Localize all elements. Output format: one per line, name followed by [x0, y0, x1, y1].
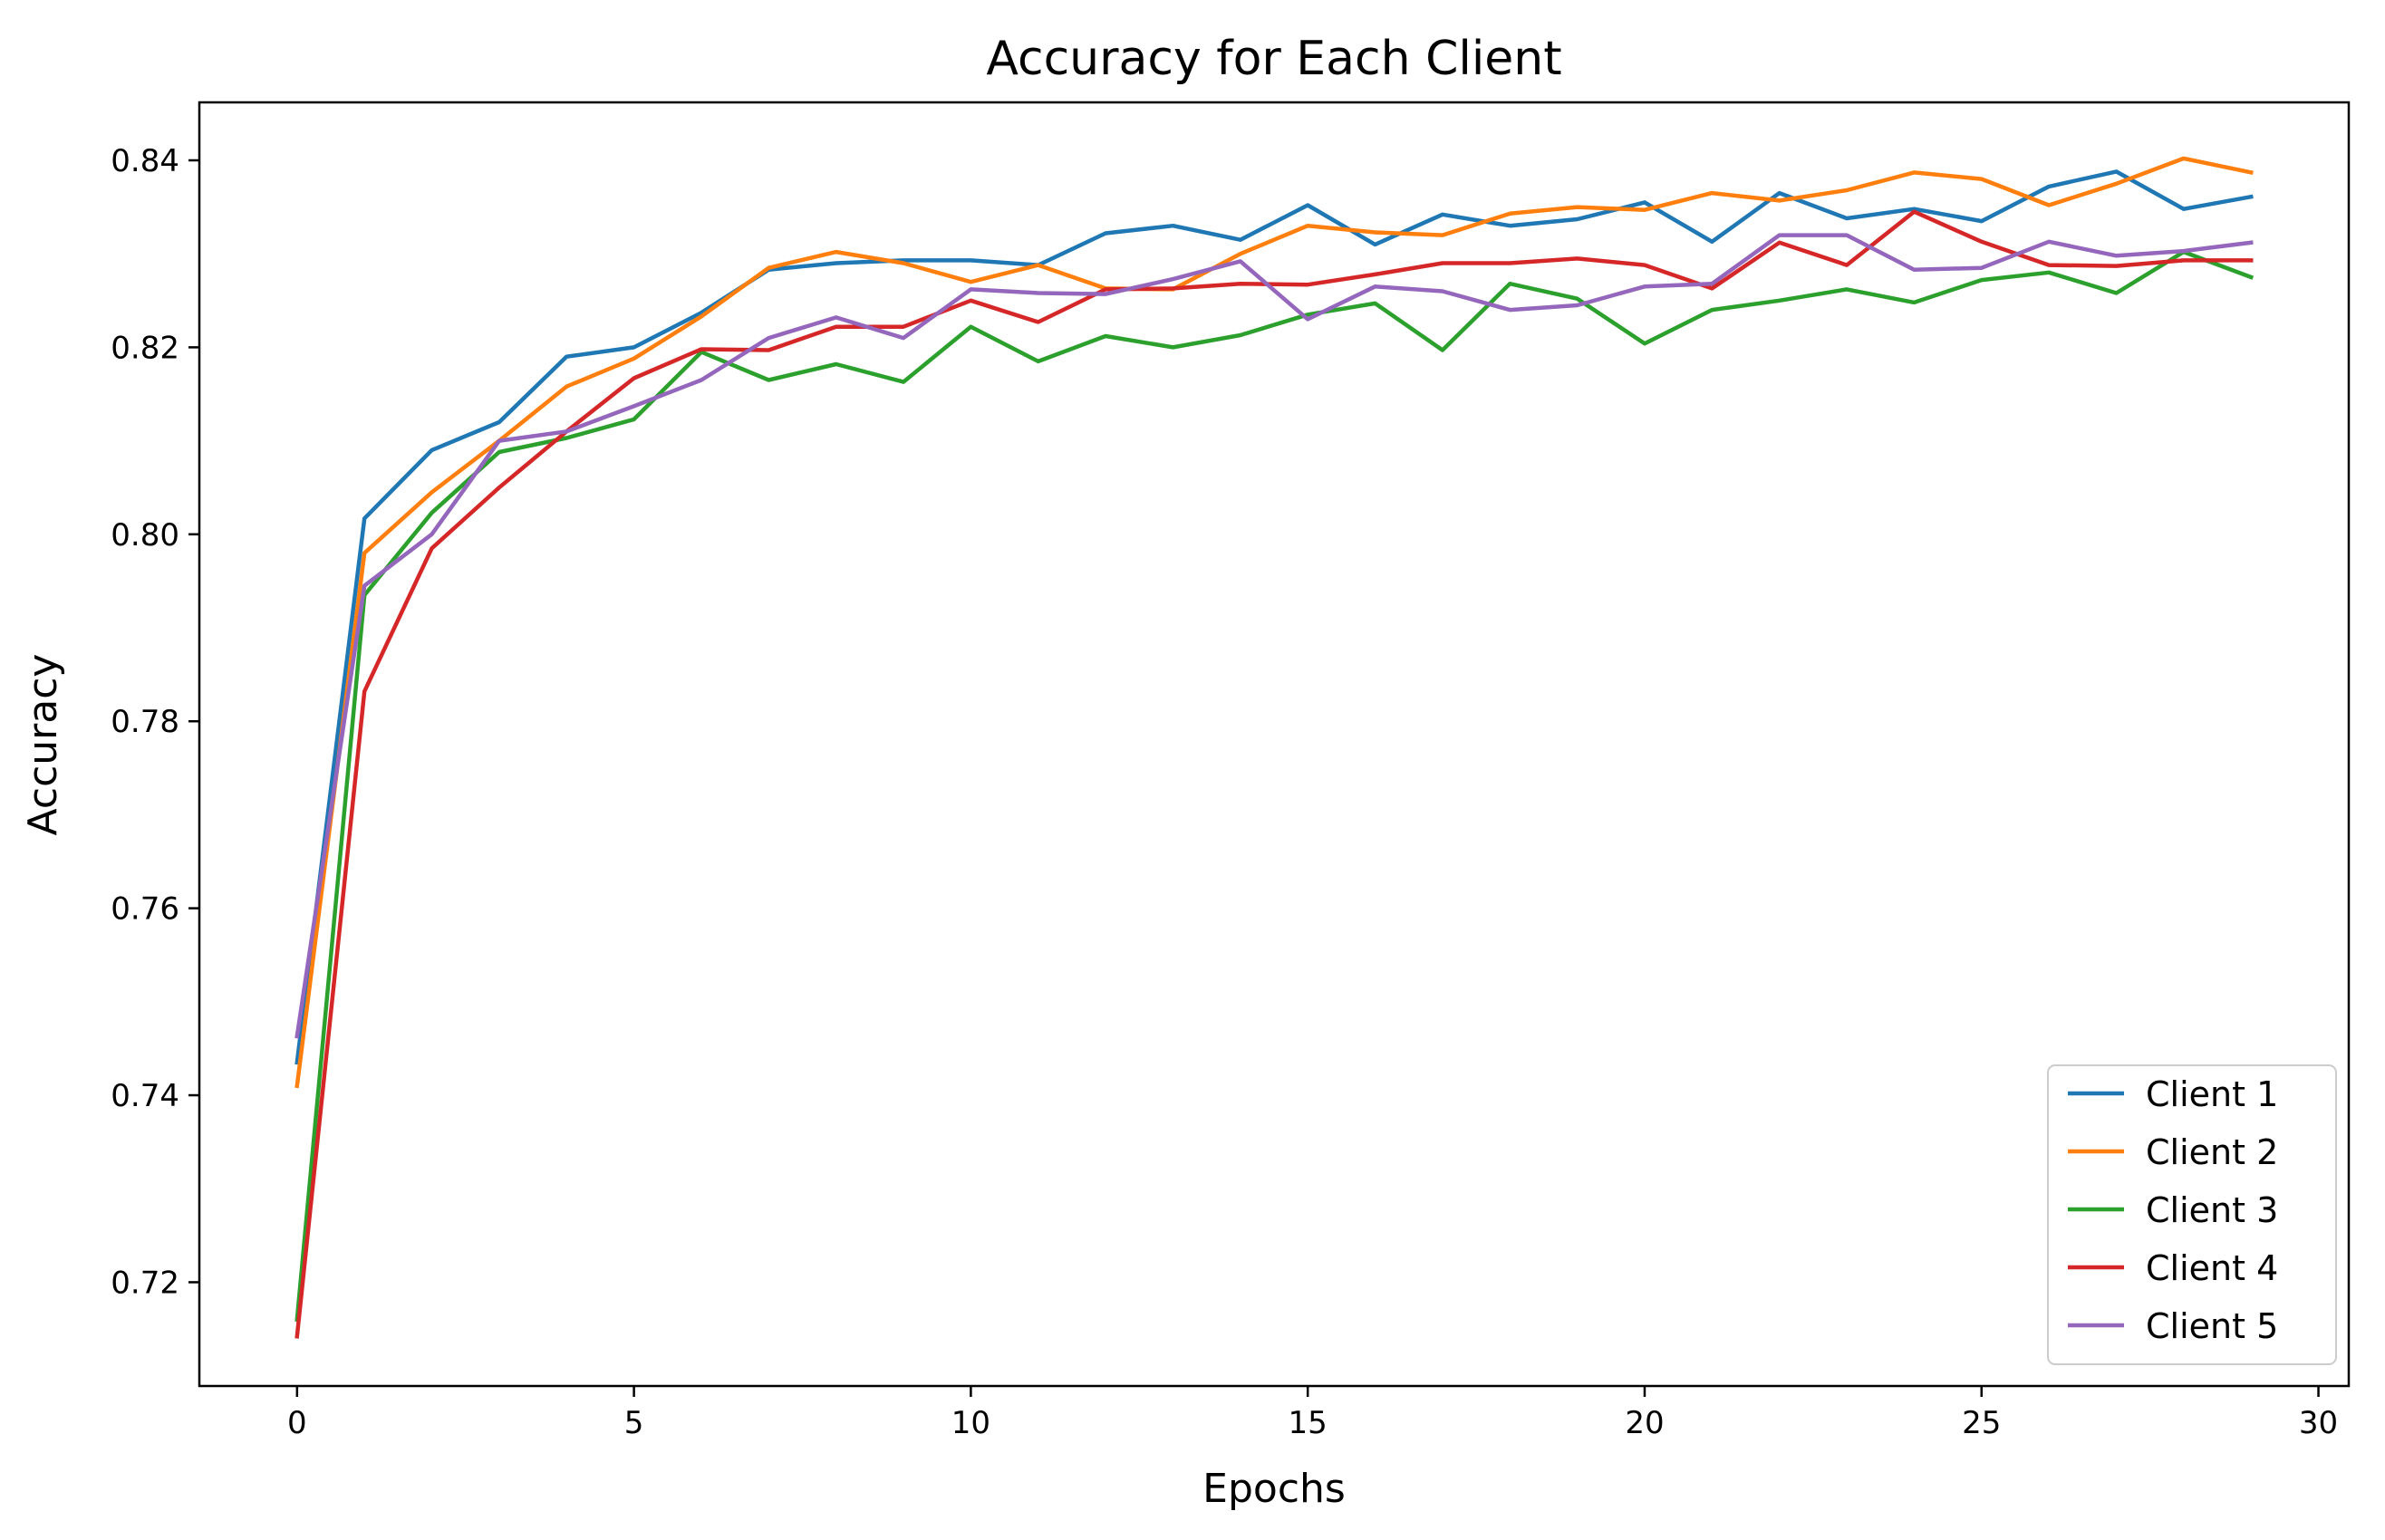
legend-label-client-3: Client 3	[2146, 1190, 2278, 1230]
legend-label-client-4: Client 4	[2146, 1248, 2278, 1288]
x-tick-label: 30	[2299, 1405, 2338, 1441]
y-tick-label: 0.78	[111, 704, 179, 740]
y-axis-label: Accuracy	[20, 654, 66, 836]
y-tick-label: 0.84	[111, 143, 179, 179]
x-tick-label: 20	[1625, 1405, 1664, 1441]
legend-label-client-5: Client 5	[2146, 1306, 2278, 1346]
x-axis-ticks: 0 5 10 15 20 25 30	[287, 1386, 2338, 1441]
legend-label-client-1: Client 1	[2146, 1074, 2278, 1114]
legend-items: Client 1 Client 2 Client 3 Client 4 Client 5	[2068, 1074, 2278, 1346]
legend-box	[2047, 1064, 2337, 1365]
x-tick-label: 0	[287, 1405, 307, 1441]
y-tick-label: 0.82	[111, 330, 179, 366]
x-tick-label: 25	[1962, 1405, 2001, 1441]
series-line-client-3	[295, 249, 2255, 1323]
y-tick-label: 0.80	[111, 517, 179, 553]
y-tick-label: 0.74	[111, 1078, 179, 1114]
chart-title: Accuracy for Each Client	[986, 32, 1561, 86]
y-axis-ticks: 0.72 0.74 0.76 0.78 0.80 0.82 0.84	[111, 143, 199, 1301]
y-tick-label: 0.76	[111, 891, 179, 928]
y-tick-label: 0.72	[111, 1265, 179, 1301]
series-line-client-1	[295, 169, 2254, 1065]
series-line-client-5	[295, 233, 2254, 1039]
series-line-client-2	[295, 156, 2254, 1089]
x-tick-label: 5	[624, 1405, 644, 1441]
legend: Client 1 Client 2 Client 3 Client 4 Client 5	[2047, 1064, 2337, 1365]
axes-frame	[198, 101, 2351, 1388]
plot-area	[198, 101, 2351, 1388]
x-tick-label: 10	[951, 1405, 990, 1441]
series-line-client-4	[295, 209, 2254, 1339]
x-axis-label: Epochs	[1202, 1466, 1346, 1512]
x-tick-label: 15	[1289, 1405, 1328, 1441]
legend-label-client-2: Client 2	[2146, 1132, 2278, 1172]
series-lines	[295, 156, 2255, 1339]
